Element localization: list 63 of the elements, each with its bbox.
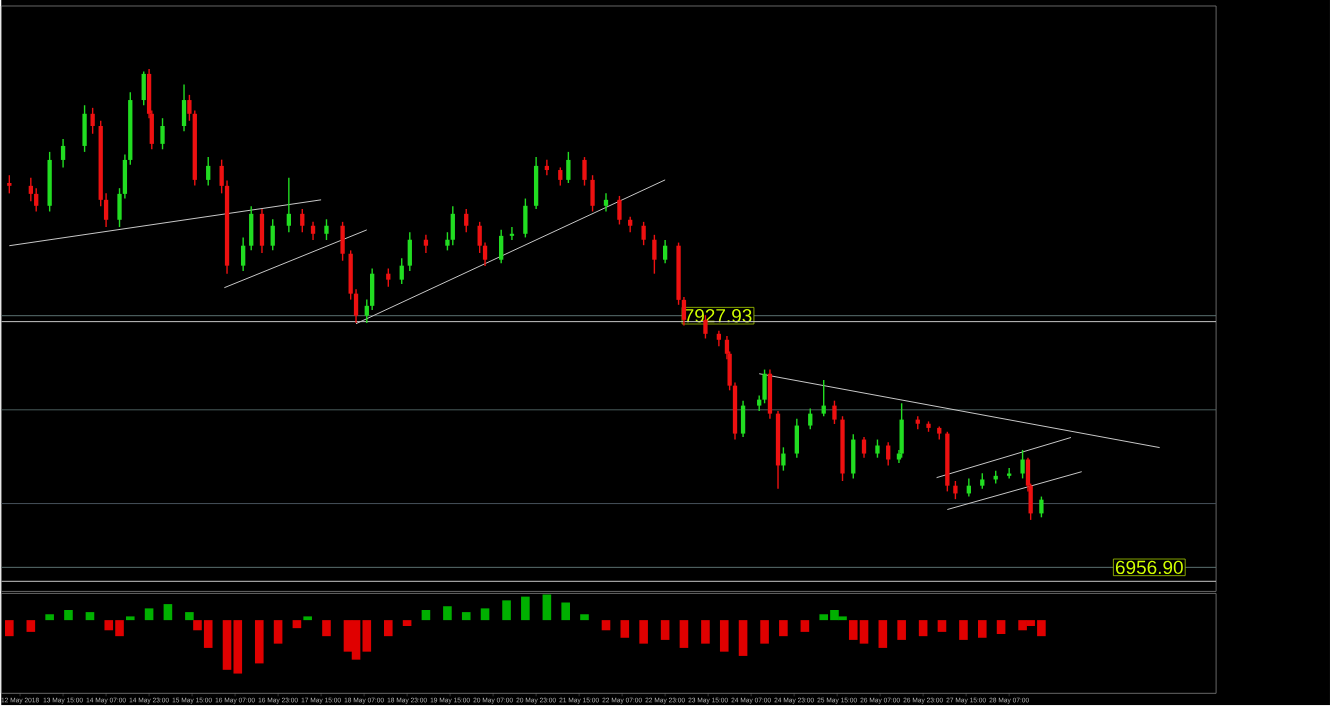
bar	[384, 620, 393, 637]
candlestick	[90, 107, 95, 135]
bar	[480, 608, 490, 621]
candlestick	[762, 369, 767, 405]
candlestick	[1020, 449, 1025, 480]
bar	[701, 620, 710, 644]
bar	[996, 620, 1006, 635]
candlestick	[160, 117, 165, 151]
candlestick	[832, 400, 837, 426]
bar	[977, 620, 987, 639]
bar	[679, 620, 689, 649]
bar	[639, 620, 648, 644]
candlestick	[340, 221, 345, 262]
bar	[163, 604, 173, 621]
bar	[878, 620, 888, 649]
bar	[620, 620, 630, 639]
candlestick	[566, 151, 571, 185]
bar	[144, 608, 154, 621]
candlestick	[840, 415, 845, 483]
bar	[660, 620, 670, 641]
candlestick	[523, 198, 528, 239]
bar	[542, 594, 552, 621]
bar	[738, 620, 748, 657]
candlestick	[617, 195, 622, 226]
bar	[292, 620, 302, 629]
bar	[959, 620, 968, 641]
candlestick	[652, 234, 657, 275]
bar	[45, 614, 54, 621]
candlestick	[590, 174, 595, 213]
bar	[580, 614, 589, 621]
bar	[322, 620, 331, 637]
ref-line-label: 6956.90	[1115, 560, 1183, 575]
bar	[185, 612, 194, 621]
bar	[918, 620, 928, 637]
bar	[897, 620, 906, 641]
bar	[85, 612, 95, 621]
bar	[402, 620, 412, 627]
candlestick	[47, 151, 52, 213]
bar	[760, 620, 769, 644]
bar	[601, 620, 611, 631]
candlestick	[324, 218, 329, 242]
bar	[443, 606, 452, 621]
bar	[561, 602, 570, 621]
bar	[461, 612, 471, 621]
bar	[502, 600, 511, 621]
candlestick	[582, 156, 587, 187]
bar	[5, 620, 14, 637]
candlestick	[875, 439, 880, 459]
bar	[1018, 620, 1027, 631]
bar	[26, 620, 36, 633]
bar	[719, 620, 729, 652]
candlestick	[641, 221, 646, 247]
bar	[254, 620, 264, 664]
bar	[800, 620, 810, 633]
bar	[64, 610, 73, 621]
candlestick	[82, 104, 87, 153]
ref-line-label: 7927.93	[684, 309, 752, 323]
bar	[521, 596, 530, 621]
bar	[937, 620, 947, 633]
bar	[273, 620, 283, 644]
bar	[343, 620, 353, 652]
bar	[779, 620, 788, 637]
bar	[421, 610, 431, 621]
